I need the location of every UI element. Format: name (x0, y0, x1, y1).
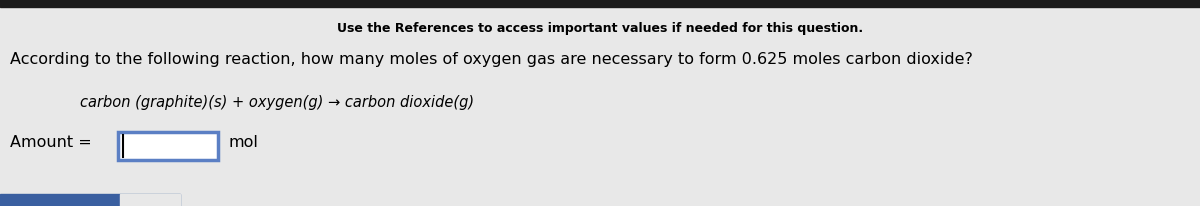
Text: Use the References to access important values if needed for this question.: Use the References to access important v… (337, 22, 863, 35)
Bar (0, 0, 1200, 8)
FancyBboxPatch shape (118, 132, 218, 160)
Text: carbon (graphite)(s) + oxygen(g) → carbon dioxide(g): carbon (graphite)(s) + oxygen(g) → carbo… (80, 95, 474, 109)
Bar (0, 194, 180, 206)
Bar (120, 194, 180, 206)
Text: mol: mol (228, 134, 258, 149)
Text: According to the following reaction, how many moles of oxygen gas are necessary : According to the following reaction, how… (10, 52, 973, 67)
Text: Amount =: Amount = (10, 134, 91, 149)
